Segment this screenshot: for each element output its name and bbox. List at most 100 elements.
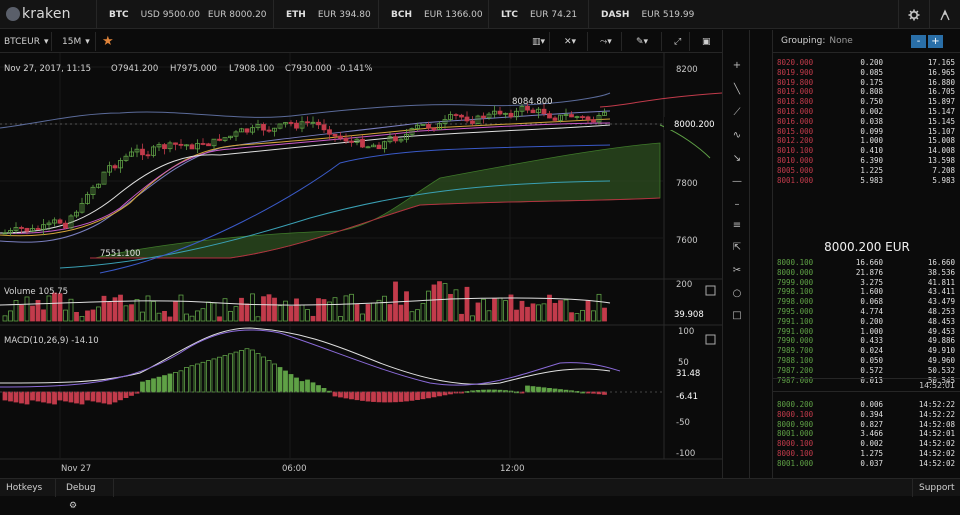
ray-icon[interactable]: ⟋: [733, 107, 741, 118]
bid-row[interactable]: 7990.000 0.433 49.886: [773, 336, 960, 346]
ask-row[interactable]: 8019.900 0.085 16.965: [773, 68, 960, 78]
ask-row[interactable]: 8016.000 0.038 15.145: [773, 117, 960, 127]
ask-row[interactable]: 8010.000 6.390 13.598: [773, 156, 960, 166]
candle-body: [145, 154, 151, 157]
close-pane-icon[interactable]: [705, 285, 716, 296]
volume-bar: [321, 299, 327, 322]
ticker-dash[interactable]: DASH EUR 519.99: [588, 0, 698, 29]
bid-row[interactable]: 7999.000 3.275 41.811: [773, 278, 960, 288]
bid-row[interactable]: 7988.100 0.050 49.960: [773, 356, 960, 366]
close-pane-icon[interactable]: [705, 334, 716, 345]
candle-body: [35, 228, 41, 230]
bid-row[interactable]: 8000.000 21.876 38.536: [773, 268, 960, 278]
favorite-star-icon[interactable]: ★: [102, 34, 114, 49]
hotkeys-button[interactable]: Hotkeys: [0, 479, 56, 497]
pointer-icon[interactable]: ⇱: [732, 242, 742, 253]
trade-row[interactable]: 8001.000 3.466 14:52:01: [773, 429, 960, 439]
add-icon[interactable]: +: [732, 60, 742, 71]
trade-row[interactable]: 8000.100 0.002 14:52:02: [773, 439, 960, 449]
trade-row[interactable]: 8000.100 0.394 14:52:22: [773, 410, 960, 420]
macd-bar: [376, 391, 382, 403]
settings-gear-icon[interactable]: [898, 0, 928, 29]
ask-row[interactable]: 8018.800 0.750 15.897: [773, 97, 960, 107]
circle-icon[interactable]: ○: [732, 288, 742, 299]
sum: 15.107: [927, 126, 955, 136]
ask-row[interactable]: 8012.200 1.000 15.008: [773, 136, 960, 146]
price: 7998.000: [777, 297, 814, 307]
grouping-value[interactable]: None: [829, 36, 853, 46]
volume-bar: [200, 308, 206, 322]
time-tick: 12:00: [500, 464, 525, 474]
macd-bar: [360, 391, 365, 401]
account-icon[interactable]: [929, 0, 959, 29]
volume-bar: [156, 312, 162, 322]
trade-row[interactable]: 8001.000 0.037 14:52:02: [773, 459, 960, 469]
ask-row[interactable]: 8020.000 0.200 17.165: [773, 58, 960, 68]
bid-row[interactable]: 7987.000 0.013 50.545: [773, 376, 960, 386]
bid-row[interactable]: 7998.100 1.600 43.411: [773, 287, 960, 297]
screenshot-icon[interactable]: ▣: [702, 36, 711, 47]
volume: 21.876: [855, 267, 883, 277]
trade-row[interactable]: 8000.900 0.827 14:52:08: [773, 420, 960, 430]
ask-row[interactable]: 8019.800 0.175 16.880: [773, 78, 960, 88]
bid-row[interactable]: 7991.000 1.000 49.453: [773, 327, 960, 337]
volume-bar: [2, 315, 8, 322]
grouping-increase-button[interactable]: +: [928, 35, 943, 48]
indicator-line: [0, 118, 611, 237]
macd-bar: [382, 391, 387, 403]
debug-button[interactable]: Debug ⚙: [60, 479, 114, 511]
grouping-decrease-button[interactable]: -: [911, 35, 926, 48]
ticker-bch[interactable]: BCH EUR 1366.00: [378, 0, 488, 29]
ticker-eth[interactable]: ETH EUR 394.80: [273, 0, 378, 29]
macd-bar: [200, 361, 206, 393]
volume-bar: [398, 304, 404, 322]
trade-row[interactable]: 8000.100 1.275 14:52:02: [773, 449, 960, 459]
volume-bar: [35, 300, 41, 322]
pair-selector[interactable]: BTCEUR ▾: [0, 32, 52, 51]
candle-body: [112, 165, 118, 169]
ask-row[interactable]: 8015.000 0.099 15.107: [773, 127, 960, 137]
hline-icon[interactable]: —: [732, 176, 742, 187]
interval-selector[interactable]: 15M ▾: [58, 32, 96, 51]
square-icon[interactable]: □: [732, 310, 742, 321]
volume-bar: [101, 295, 107, 322]
bid-row[interactable]: 7991.100 0.200 48.453: [773, 317, 960, 327]
arrow-icon[interactable]: ↘: [732, 153, 742, 164]
volume-bar: [470, 315, 475, 322]
ask-row[interactable]: 8010.100 0.410 14.008: [773, 146, 960, 156]
price: 8000.100: [777, 409, 814, 419]
candle-body: [371, 144, 376, 148]
candle-body: [118, 160, 123, 169]
macd-bar: [156, 376, 162, 393]
bid-row[interactable]: 8000.100 16.660 16.660: [773, 258, 960, 268]
minus-icon[interactable]: –: [734, 199, 740, 210]
fullscreen-icon[interactable]: ⤢: [670, 32, 690, 51]
volume-bar: [415, 309, 420, 322]
ask-row[interactable]: 8018.000 0.002 15.147: [773, 107, 960, 117]
ticker-btc[interactable]: BTC USD 9500.00 EUR 8000.20: [96, 0, 267, 29]
bid-row[interactable]: 7989.700 0.024 49.910: [773, 346, 960, 356]
trendline-icon[interactable]: ╲: [733, 84, 741, 95]
bid-row[interactable]: 7998.000 0.068 43.479: [773, 297, 960, 307]
bid-row[interactable]: 7987.200 0.572 50.532: [773, 366, 960, 376]
price-chart[interactable]: Nov 27, 2017, 11:15 O7941.200 H7975.000 …: [0, 53, 722, 478]
kraken-logo[interactable]: kraken: [6, 6, 71, 22]
ticker-ltc[interactable]: LTC EUR 74.21: [488, 0, 588, 29]
ask-row[interactable]: 8001.000 5.983 5.983: [773, 176, 960, 186]
brush-icon[interactable]: ✂: [732, 265, 742, 276]
fib-icon[interactable]: ≡: [732, 220, 742, 231]
volume-bar: [118, 294, 123, 322]
crosshair-icon[interactable]: ✕▾: [560, 32, 588, 51]
support-button[interactable]: Support: [912, 479, 960, 497]
indicators-icon[interactable]: ⤳▾: [596, 32, 622, 51]
chart-type-icon[interactable]: ▥▾: [528, 32, 550, 51]
curve-icon[interactable]: ∿: [732, 130, 742, 141]
volume-bar: [574, 313, 580, 322]
chart-toolbar: BTCEUR ▾ 15M ▾ ★ ▥▾ ✕▾ ⤳▾ ✎▾ ⤢ ▣: [0, 30, 722, 53]
trade-row[interactable]: 8000.200 0.006 14:52:22: [773, 400, 960, 410]
ask-row[interactable]: 8005.000 1.225 7.208: [773, 166, 960, 176]
macd-bar: [162, 375, 167, 393]
bid-row[interactable]: 7995.000 4.774 48.253: [773, 307, 960, 317]
draw-pencil-icon[interactable]: ✎▾: [632, 32, 662, 51]
ask-row[interactable]: 8019.000 0.808 16.705: [773, 87, 960, 97]
